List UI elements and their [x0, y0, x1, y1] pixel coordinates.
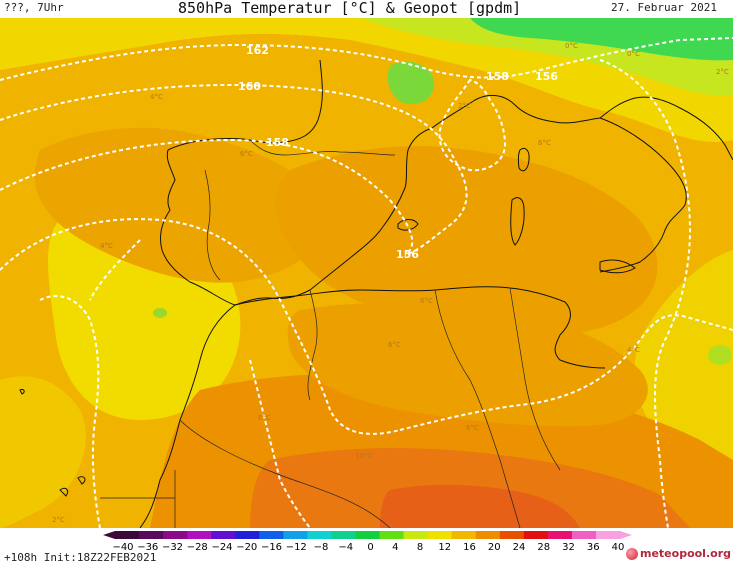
temp-label: 6°C: [466, 424, 479, 432]
colorbar-segment: [355, 531, 381, 539]
geopot-label: 156: [535, 70, 558, 83]
colorbar-segment: [187, 531, 212, 539]
temp-zone-deepred-south: [380, 484, 580, 528]
temp-zone-orange-central: [275, 146, 658, 337]
colorbar-tick-label: 24: [513, 542, 526, 552]
temp-zone-yellow-west: [0, 376, 86, 528]
colorbar-tick-label: 36: [587, 542, 600, 552]
map-title: 850hPa Temperatur [°C] & Geopot [gpdm]: [178, 0, 522, 17]
colorbar-segment: [571, 531, 597, 539]
colorbar-left-arrow: [103, 531, 115, 539]
colorbar-segment: [211, 531, 236, 539]
colorbar-tick-label: −12: [286, 542, 307, 552]
temp-labels: 4°C 6°C 4°C 2°C 0°C 2°C 6°C 6°C 6°C 4°C …: [52, 42, 729, 524]
colorbar-tick-label: 28: [537, 542, 550, 552]
geopot-label: 158: [266, 136, 289, 149]
geopot-label: 156: [396, 248, 419, 261]
colorbar-segment: [547, 531, 573, 539]
temp-label: 2°C: [52, 516, 65, 524]
colorbar-segment: [283, 531, 308, 539]
colorbar-tick-label: −28: [187, 542, 208, 552]
colorbar-segment: [259, 531, 284, 539]
colorbar-segment: [235, 531, 260, 539]
colorbar-tick-label: −8: [314, 542, 329, 552]
run-label: ???, 7Uhr: [4, 1, 64, 14]
colorbar-segment: [427, 531, 453, 539]
colorbar-tick-label: −32: [162, 542, 183, 552]
colorbar-tick-label: 32: [562, 542, 575, 552]
forecast-init: +108h Init:18Z22FEB2021: [4, 551, 157, 564]
temp-zone-green-alps: [470, 18, 733, 61]
colorbar-tick-label: 16: [463, 542, 476, 552]
map-footer: −40 −36 −32 −28 −24 −20 −16 −12 −8 −4 0 4 8 12 16 20 24 2…: [0, 528, 733, 566]
forecast-date: 27. Februar 2021: [611, 1, 717, 14]
geopot-label: 162: [246, 44, 269, 57]
colorbar-tick-label: −20: [236, 542, 257, 552]
green-spot-portugal: [153, 308, 167, 318]
colorbar-segment: [499, 531, 525, 539]
brand-logo[interactable]: meteopool.org: [626, 547, 731, 560]
green-spot-east: [708, 345, 732, 365]
colorbar-tick-label: 0: [367, 542, 373, 552]
temp-label: 4°C: [100, 242, 113, 250]
colorbar-segment: [451, 531, 477, 539]
colorbar-segment: [475, 531, 501, 539]
temp-label: 2°C: [716, 68, 729, 76]
colorbar-segment: [403, 531, 429, 539]
colorbar-tick-label: 12: [438, 542, 451, 552]
temp-label: 4°C: [627, 346, 640, 354]
temp-label: 6°C: [420, 297, 433, 305]
geopot-labels: 162 160 158 158 156 156: [238, 44, 558, 261]
colorbar-segment: [379, 531, 405, 539]
colorbar-tick-label: −40: [112, 542, 133, 552]
colorbar-tick-label: 8: [417, 542, 423, 552]
temp-zone-orange-sahara: [287, 302, 648, 427]
colorbar-segment: [163, 531, 188, 539]
temp-zone-orange-iberia: [34, 127, 326, 283]
temp-label: 8°C: [258, 414, 271, 422]
colorbar-tick-label: −36: [137, 542, 158, 552]
colorbar-segment: [523, 531, 549, 539]
temp-label: 0°C: [627, 50, 640, 58]
geopot-label: 158: [486, 70, 509, 83]
colorbar-tick-label: −4: [338, 542, 353, 552]
colorbar-tick-label: 40: [612, 542, 625, 552]
temp-label: 2°C: [458, 102, 471, 110]
colorbar-segment: [115, 531, 140, 539]
islands: [19, 147, 636, 497]
colorbar-segment: [595, 531, 621, 539]
temp-label: 6°C: [388, 341, 401, 349]
meteopool-logo-icon: [626, 547, 638, 560]
colorbar-tick-label: 20: [488, 542, 501, 552]
borders: [100, 139, 561, 528]
colorbar-segment: [139, 531, 164, 539]
colorbar-segment: [307, 531, 332, 539]
colorbar-tick-label: −24: [211, 542, 232, 552]
temp-label: 6°C: [240, 150, 253, 158]
colorbar: −40 −36 −32 −28 −24 −20 −16 −12 −8 −4 0 4 8 12 16 20 24 2…: [103, 531, 632, 552]
geopot-label: 160: [238, 80, 261, 93]
temp-label: 0°C: [565, 42, 578, 50]
map-header: ???, 7Uhr 850hPa Temperatur [°C] & Geopo…: [0, 0, 733, 18]
geopot-contours: [0, 37, 733, 528]
temp-label: 4°C: [150, 93, 163, 101]
colorbar-segment: [331, 531, 356, 539]
temp-zone-green-gulf: [387, 61, 435, 105]
colorbar-tick-label: −16: [261, 542, 282, 552]
brand-text: meteopool.org: [640, 547, 731, 560]
temp-label: 6°C: [538, 139, 551, 147]
colorbar-tick-label: 4: [392, 542, 398, 552]
colorbar-right-arrow: [620, 531, 632, 539]
temp-label: 10°C: [355, 452, 372, 460]
weather-map: 162 160 158 158 156 156 4°C 6°C 4°C 2°C …: [0, 0, 733, 528]
